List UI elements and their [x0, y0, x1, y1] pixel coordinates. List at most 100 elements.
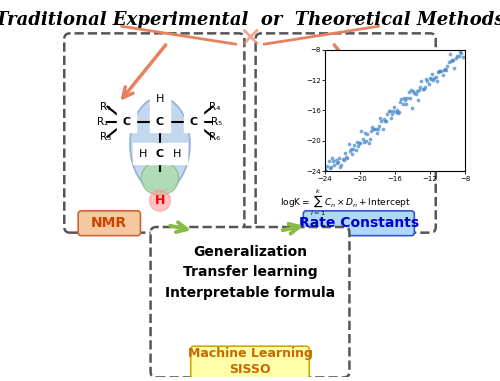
Point — [382, 118, 390, 124]
Text: C: C — [156, 149, 164, 159]
Text: R₄: R₄ — [208, 102, 220, 112]
Point — [418, 86, 426, 92]
Point — [455, 53, 463, 59]
Point — [358, 128, 366, 134]
Point — [378, 118, 386, 124]
Point — [440, 67, 448, 73]
FancyBboxPatch shape — [150, 227, 350, 378]
Point — [344, 155, 351, 162]
Text: ✕: ✕ — [238, 25, 262, 53]
Text: R₃: R₃ — [100, 132, 111, 142]
Point — [364, 139, 372, 146]
Point — [452, 55, 460, 61]
Point — [447, 58, 455, 64]
Point — [400, 95, 408, 101]
Ellipse shape — [141, 161, 178, 195]
Point — [412, 91, 420, 97]
Point — [333, 160, 341, 166]
Point — [428, 71, 436, 77]
Point — [404, 95, 411, 101]
Point — [342, 154, 350, 160]
FancyBboxPatch shape — [190, 346, 310, 379]
Point — [332, 157, 340, 163]
Point — [434, 69, 442, 75]
Point — [427, 76, 435, 82]
Point — [424, 81, 432, 87]
Point — [441, 66, 449, 72]
Point — [373, 130, 381, 136]
Text: H: H — [156, 94, 164, 104]
Point — [361, 130, 369, 136]
Point — [350, 142, 358, 148]
Point — [394, 110, 402, 116]
Point — [422, 76, 430, 82]
Point — [458, 54, 466, 60]
Point — [335, 155, 343, 161]
Point — [418, 78, 426, 84]
Point — [448, 56, 456, 62]
Text: R₅: R₅ — [212, 117, 222, 127]
Point — [429, 77, 437, 83]
Point — [322, 168, 330, 174]
Text: Rate Constants: Rate Constants — [299, 216, 419, 230]
Point — [392, 109, 400, 115]
Point — [369, 126, 377, 132]
Point — [395, 109, 403, 115]
Point — [327, 164, 335, 170]
Point — [409, 88, 417, 94]
Point — [362, 138, 370, 144]
Point — [354, 142, 362, 149]
Point — [334, 159, 342, 165]
Point — [381, 118, 389, 124]
FancyBboxPatch shape — [64, 34, 244, 233]
Point — [446, 51, 454, 57]
Point — [415, 88, 423, 94]
Point — [416, 84, 424, 90]
Point — [326, 165, 334, 171]
Point — [338, 162, 345, 168]
Text: H: H — [155, 194, 165, 207]
Point — [353, 139, 361, 145]
Point — [336, 164, 344, 170]
Point — [426, 75, 434, 81]
Text: R₁: R₁ — [100, 102, 111, 112]
Point — [461, 43, 469, 49]
FancyBboxPatch shape — [304, 211, 414, 236]
Point — [346, 148, 354, 154]
Point — [389, 107, 397, 114]
Point — [386, 108, 394, 114]
Point — [404, 89, 412, 95]
Point — [390, 104, 398, 110]
Point — [378, 126, 386, 132]
Point — [330, 162, 338, 168]
Point — [380, 116, 388, 122]
Point — [355, 140, 363, 146]
Point — [388, 111, 396, 117]
Point — [348, 151, 356, 157]
Point — [338, 155, 346, 162]
Point — [341, 150, 349, 156]
Point — [324, 163, 332, 170]
Point — [432, 74, 440, 80]
Text: C: C — [122, 117, 130, 127]
Point — [406, 95, 413, 101]
Ellipse shape — [130, 97, 190, 191]
FancyBboxPatch shape — [256, 34, 436, 233]
Point — [454, 42, 462, 48]
Point — [374, 126, 382, 132]
Text: C: C — [190, 117, 198, 127]
Point — [340, 157, 348, 163]
Point — [398, 101, 406, 107]
Point — [420, 86, 428, 92]
Point — [444, 62, 452, 69]
Point — [460, 42, 468, 48]
Point — [356, 141, 364, 147]
Text: R₆: R₆ — [208, 132, 220, 142]
Point — [352, 147, 360, 153]
Point — [402, 101, 410, 107]
Text: Traditional Experimental  or  Theoretical Methods: Traditional Experimental or Theoretical … — [0, 11, 500, 29]
Point — [366, 136, 374, 142]
Point — [384, 111, 392, 117]
Text: $\mathrm{logK} = \sum_{i=1}^{k} C_n \times D_n + \mathrm{Intercept}$: $\mathrm{logK} = \sum_{i=1}^{k} C_n \tim… — [280, 187, 411, 218]
Point — [321, 166, 329, 172]
